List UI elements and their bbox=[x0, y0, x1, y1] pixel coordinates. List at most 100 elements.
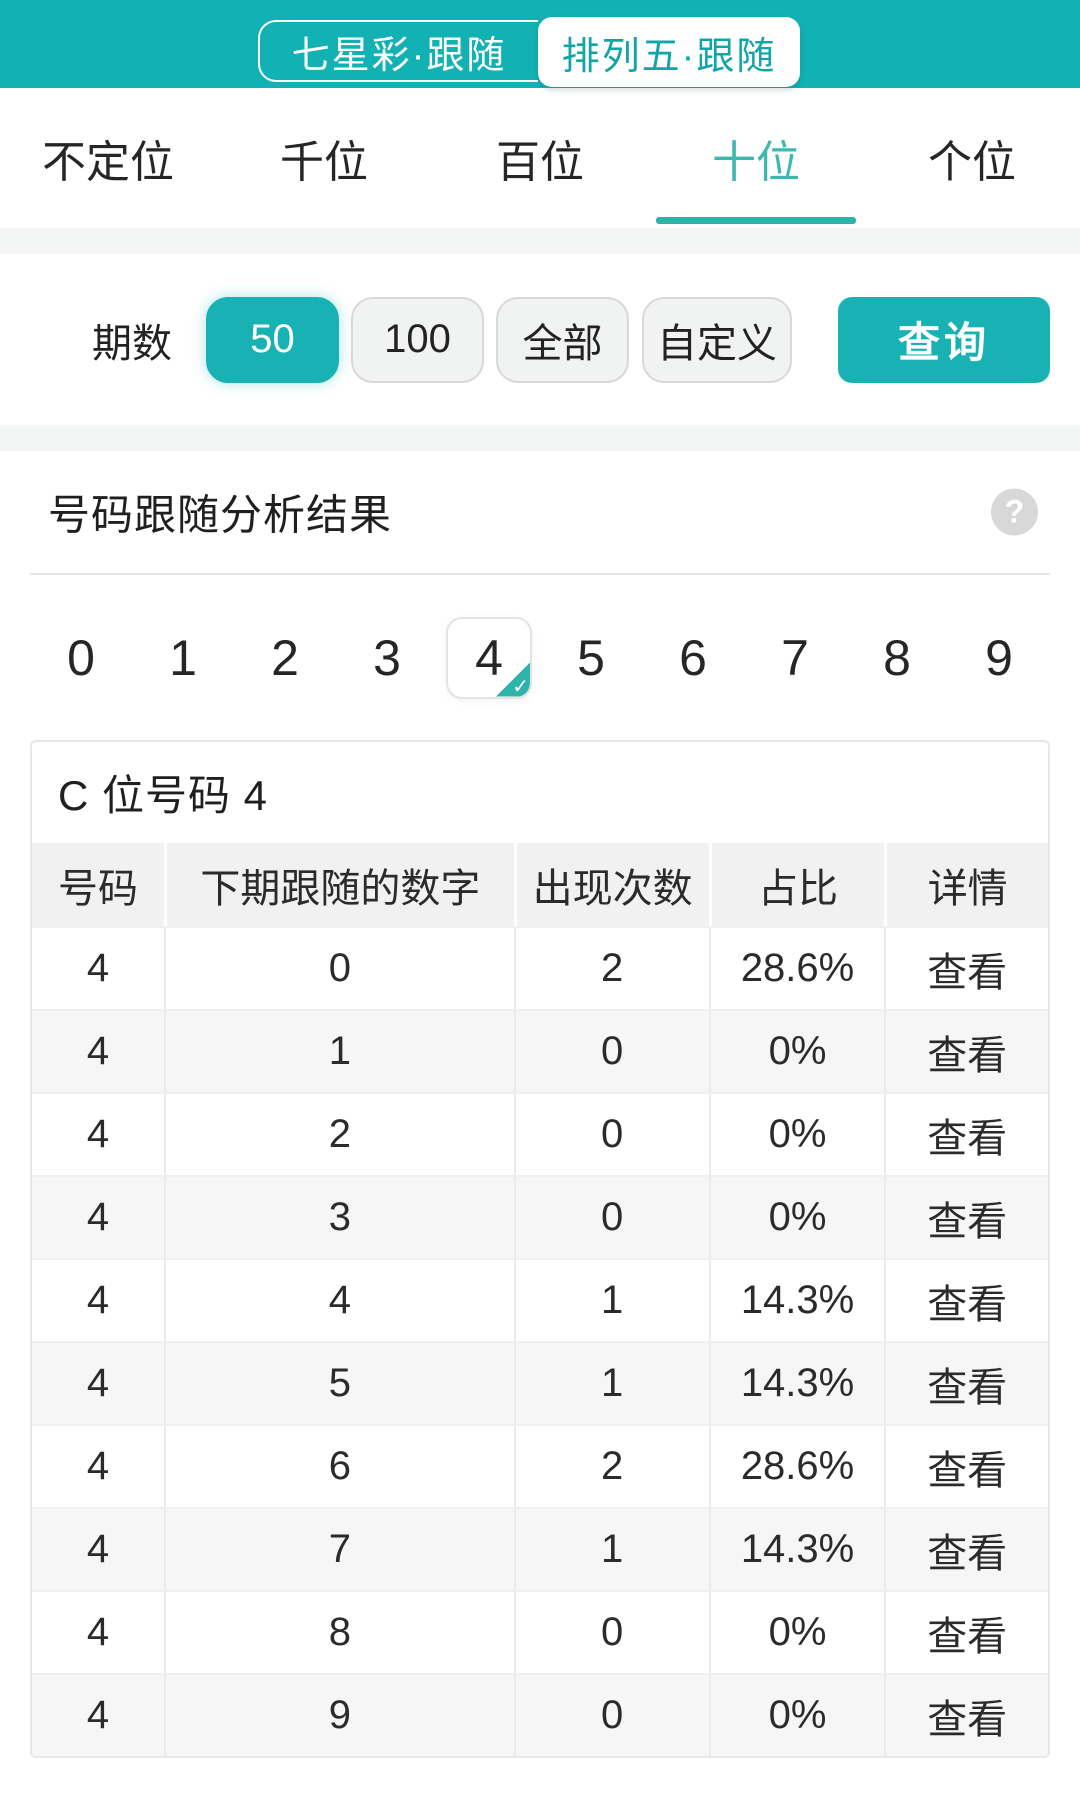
cell-pct: 28.6% bbox=[708, 928, 885, 1009]
cell-count: 0 bbox=[513, 1675, 709, 1756]
cell-number: 4 bbox=[86, 1610, 110, 1654]
cell-number: 4 bbox=[86, 1278, 110, 1322]
help-question-icon[interactable]: ? bbox=[991, 488, 1038, 536]
separator-band bbox=[0, 425, 1080, 451]
period-option-50[interactable]: 50 bbox=[206, 296, 339, 383]
cell-count: 1 bbox=[513, 1343, 709, 1424]
separator-band bbox=[0, 228, 1080, 254]
analysis-section-header: 号码跟随分析结果 ? bbox=[0, 451, 1080, 573]
cell-follow: 4 bbox=[164, 1260, 514, 1341]
digit-option-9[interactable]: 9 bbox=[985, 629, 1013, 686]
view-detail-link[interactable]: 查看 bbox=[927, 1199, 1008, 1244]
cell-number: 4 bbox=[86, 1527, 110, 1571]
cell-number: 4 bbox=[86, 946, 110, 990]
cell-pct: 14.3% bbox=[708, 1509, 885, 1590]
table-row: 4 3 0 0% 查看 bbox=[32, 1175, 1048, 1258]
cell-follow: 6 bbox=[164, 1426, 514, 1507]
cell-number: 4 bbox=[86, 1112, 110, 1156]
cell-follow: 5 bbox=[164, 1343, 514, 1424]
cell-follow: 8 bbox=[164, 1592, 514, 1673]
table-header-row: 号码 下期跟随的数字 出现次数 占比 详情 bbox=[32, 843, 1048, 926]
col-header-number: 号码 bbox=[58, 866, 139, 911]
cell-count: 2 bbox=[513, 1426, 709, 1507]
app-header-bar: 七星彩·跟随 排列五·跟随 bbox=[0, 0, 1080, 88]
period-label: 期数 bbox=[92, 321, 172, 366]
tab-baiwei[interactable]: 百位 bbox=[496, 138, 584, 187]
cell-pct: 14.3% bbox=[708, 1343, 885, 1424]
view-detail-link[interactable]: 查看 bbox=[927, 1282, 1008, 1327]
digit-selector-row: 0 1 2 3 4 ✓ 5 6 7 8 9 bbox=[0, 575, 1080, 740]
period-selector-row: 期数 50 100 全部 自定义 查询 bbox=[0, 254, 1080, 425]
tab-gewei[interactable]: 个位 bbox=[928, 138, 1016, 187]
view-detail-link[interactable]: 查看 bbox=[927, 1365, 1008, 1410]
divider-line bbox=[30, 573, 1050, 575]
tab-shiwei-active[interactable]: 十位 bbox=[648, 88, 864, 228]
view-detail-link[interactable]: 查看 bbox=[927, 1116, 1008, 1161]
table-row: 4 4 1 14.3% 查看 bbox=[32, 1258, 1048, 1341]
view-detail-link[interactable]: 查看 bbox=[927, 1697, 1008, 1742]
cell-number: 4 bbox=[86, 1693, 110, 1737]
col-header-detail: 详情 bbox=[884, 843, 1048, 926]
cell-number: 4 bbox=[86, 1361, 110, 1405]
cell-count: 1 bbox=[513, 1509, 709, 1590]
digit-option-7[interactable]: 7 bbox=[781, 629, 809, 686]
digit-option-0[interactable]: 0 bbox=[67, 629, 95, 686]
digit-option-8[interactable]: 8 bbox=[883, 629, 911, 686]
query-button[interactable]: 查询 bbox=[838, 296, 1050, 383]
period-option-all[interactable]: 全部 bbox=[496, 296, 629, 383]
table-row: 4 7 1 14.3% 查看 bbox=[32, 1507, 1048, 1590]
cell-count: 0 bbox=[513, 1592, 709, 1673]
tab-pailiewu-gensui[interactable]: 排列五·跟随 bbox=[538, 17, 800, 87]
table-row: 4 5 1 14.3% 查看 bbox=[32, 1341, 1048, 1424]
digit-option-2[interactable]: 2 bbox=[271, 629, 299, 686]
view-detail-link[interactable]: 查看 bbox=[927, 950, 1008, 995]
section-title: 号码跟随分析结果 bbox=[48, 491, 393, 539]
result-card: C 位号码 4 号码 下期跟随的数字 出现次数 占比 详情 4 0 2 28.6… bbox=[30, 740, 1050, 1758]
position-tab-bar: 不定位 千位 百位 十位 个位 bbox=[0, 88, 1080, 228]
cell-count: 1 bbox=[513, 1260, 709, 1341]
cell-follow: 3 bbox=[164, 1177, 514, 1258]
table-row: 4 0 2 28.6% 查看 bbox=[32, 926, 1048, 1009]
table-row: 4 8 0 0% 查看 bbox=[32, 1590, 1048, 1673]
view-detail-link[interactable]: 查看 bbox=[927, 1033, 1008, 1078]
digit-option-4-selected[interactable]: 4 ✓ bbox=[446, 616, 532, 699]
card-title: C 位号码 4 bbox=[58, 772, 269, 819]
period-option-100[interactable]: 100 bbox=[351, 296, 484, 383]
view-detail-link[interactable]: 查看 bbox=[927, 1531, 1008, 1576]
digit-4-label: 4 bbox=[475, 629, 503, 686]
cell-pct: 0% bbox=[708, 1011, 885, 1092]
tab-qianwei[interactable]: 千位 bbox=[280, 138, 368, 187]
table-row: 4 9 0 0% 查看 bbox=[32, 1673, 1048, 1756]
cell-follow: 7 bbox=[164, 1509, 514, 1590]
digit-option-5[interactable]: 5 bbox=[577, 629, 605, 686]
tab-budingwei[interactable]: 不定位 bbox=[42, 138, 174, 187]
digit-option-6[interactable]: 6 bbox=[679, 629, 707, 686]
cell-count: 0 bbox=[513, 1094, 709, 1175]
digit-option-1[interactable]: 1 bbox=[169, 629, 197, 686]
view-detail-link[interactable]: 查看 bbox=[927, 1448, 1008, 1493]
cell-follow: 1 bbox=[164, 1011, 514, 1092]
col-header-percentage: 占比 bbox=[708, 843, 885, 926]
cell-number: 4 bbox=[86, 1444, 110, 1488]
cell-pct: 28.6% bbox=[708, 1426, 885, 1507]
col-header-follow-digit: 下期跟随的数字 bbox=[164, 843, 514, 926]
cell-pct: 0% bbox=[708, 1592, 885, 1673]
digit-option-3[interactable]: 3 bbox=[373, 629, 401, 686]
view-detail-link[interactable]: 查看 bbox=[927, 1614, 1008, 1659]
cell-follow: 0 bbox=[164, 928, 514, 1009]
cell-pct: 0% bbox=[708, 1177, 885, 1258]
tab-qixingcai-gensui[interactable]: 七星彩·跟随 bbox=[258, 20, 538, 82]
cell-follow: 9 bbox=[164, 1675, 514, 1756]
table-row: 4 2 0 0% 查看 bbox=[32, 1092, 1048, 1175]
cell-count: 2 bbox=[513, 928, 709, 1009]
cell-number: 4 bbox=[86, 1029, 110, 1073]
table-row: 4 6 2 28.6% 查看 bbox=[32, 1424, 1048, 1507]
table-row: 4 1 0 0% 查看 bbox=[32, 1009, 1048, 1092]
cell-number: 4 bbox=[86, 1195, 110, 1239]
game-segmented-control: 七星彩·跟随 排列五·跟随 bbox=[258, 17, 800, 87]
period-option-custom[interactable]: 自定义 bbox=[642, 296, 792, 383]
cell-follow: 2 bbox=[164, 1094, 514, 1175]
cell-count: 0 bbox=[513, 1177, 709, 1258]
cell-count: 0 bbox=[513, 1011, 709, 1092]
